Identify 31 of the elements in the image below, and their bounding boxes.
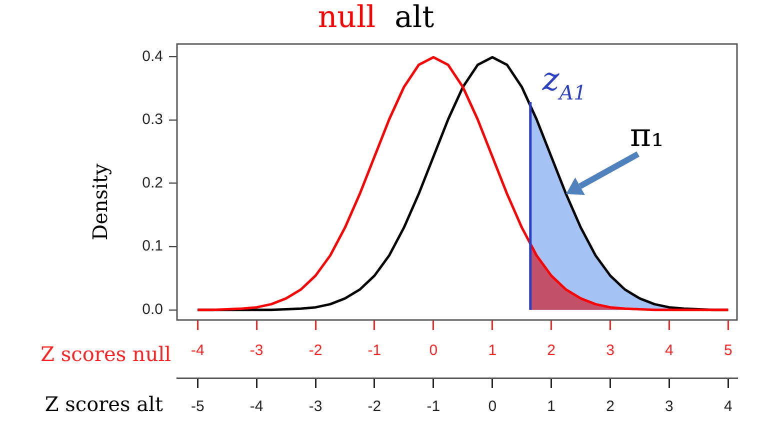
- x-tick-label: 1: [488, 342, 497, 360]
- y-axis-title: Density: [88, 162, 112, 240]
- x2-tick-label: -1: [426, 398, 440, 416]
- x2-tick-label: 2: [606, 398, 614, 416]
- y-tick-label: 0.3: [142, 111, 163, 128]
- x-axis-title: Z scores null: [40, 342, 171, 366]
- x-tick-label: -2: [308, 342, 322, 360]
- y-tick-label: 0.2: [142, 174, 163, 192]
- series-label: null: [318, 0, 376, 35]
- x-tick-label: 0: [429, 342, 438, 360]
- y-tick-label: 0.4: [142, 48, 163, 65]
- series-label: alt: [394, 0, 434, 35]
- x2-tick-label: 3: [665, 398, 674, 416]
- x-tick-label: 2: [547, 342, 556, 360]
- x2-tick-label: 0: [488, 398, 497, 416]
- y-tick-label: 0.1: [142, 238, 163, 255]
- x2-tick-label: 1: [547, 398, 556, 416]
- x-tick-label: -4: [190, 342, 204, 360]
- x2-tick-label: -4: [250, 398, 264, 416]
- x2-tick-label: 4: [724, 398, 732, 416]
- x2-tick-label: -5: [190, 398, 204, 416]
- x-tick-label: -3: [250, 342, 264, 360]
- x2-axis-title: Z scores alt: [44, 392, 163, 416]
- x-tick-label: 4: [665, 342, 674, 360]
- x2-tick-label: -2: [368, 398, 382, 416]
- annotation: π₁: [630, 116, 664, 154]
- x-tick-label: 3: [606, 342, 614, 360]
- x-tick-label: 5: [724, 342, 732, 360]
- x2-tick-label: -3: [308, 398, 322, 416]
- x-tick-label: -1: [368, 342, 382, 360]
- y-tick-label: 0.0: [142, 301, 163, 318]
